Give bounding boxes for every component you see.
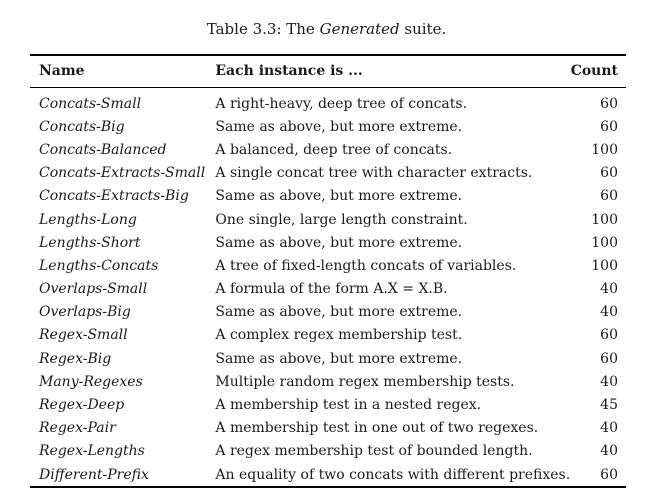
row-name: Regex-Lengths: [39, 443, 145, 460]
row-name: Overlaps-Small: [39, 281, 148, 298]
row-description: A formula of the form A.X = X.B.: [215, 281, 448, 298]
table-row: Concats-Extracts-Small A single concat t…: [30, 162, 626, 185]
row-name: Overlaps-Big: [39, 304, 131, 321]
table-row: Concats-Small A right-heavy, deep tree o…: [30, 87, 626, 115]
row-name: Concats-Balanced: [39, 141, 167, 158]
row-name: Concats-Big: [39, 118, 125, 135]
row-count: 45: [600, 397, 618, 414]
row-name: Regex-Pair: [39, 420, 116, 437]
row-name: Different-Prefix: [39, 466, 149, 483]
row-description: Same as above, but more extreme.: [215, 118, 463, 135]
row-name: Regex-Big: [39, 350, 112, 367]
table-row: Regex-Lengths A regex membership test of…: [30, 440, 626, 463]
table-row: Concats-Big Same as above, but more extr…: [30, 115, 626, 138]
row-count: 40: [600, 281, 618, 298]
top-rule: [30, 54, 626, 56]
header-count: Count: [570, 63, 618, 79]
row-count: 100: [591, 234, 618, 251]
table-row: Regex-Deep A membership test in a nested…: [30, 393, 626, 416]
row-name: Regex-Deep: [39, 397, 125, 414]
table-row: Lengths-Long One single, large length co…: [30, 208, 626, 231]
header-name: Name: [39, 63, 85, 79]
row-name: Regex-Small: [39, 327, 128, 344]
caption-emphasis: Generated: [319, 20, 400, 38]
row-name: Many-Regexes: [39, 373, 143, 390]
row-description: A complex regex membership test.: [215, 327, 463, 344]
row-description: A membership test in one out of two rege…: [215, 420, 539, 437]
row-count: 100: [591, 211, 618, 228]
row-description: A tree of fixed-length concats of variab…: [215, 257, 517, 274]
table-row: Regex-Small A complex regex membership t…: [30, 324, 626, 347]
row-name: Lengths-Concats: [39, 257, 159, 274]
row-description: Same as above, but more extreme.: [215, 234, 463, 251]
header-row: Name Each instance is ... Count: [30, 58, 626, 87]
row-description: An equality of two concats with differen…: [215, 466, 571, 483]
row-count: 60: [600, 327, 618, 344]
table-row: Overlaps-Small A formula of the form A.X…: [30, 278, 626, 301]
row-description: A single concat tree with character extr…: [215, 165, 533, 182]
row-description: One single, large length constraint.: [215, 211, 468, 228]
table-row: Concats-Balanced A balanced, deep tree o…: [30, 138, 626, 161]
row-count: 60: [600, 466, 618, 483]
generated-suite-table: Name Each instance is ... Count Concats-…: [30, 58, 626, 486]
row-description: A regex membership test of bounded lengt…: [215, 443, 533, 460]
row-name: Concats-Small: [39, 95, 142, 112]
row-description: A membership test in a nested regex.: [215, 397, 482, 414]
row-name: Lengths-Short: [39, 234, 141, 251]
row-name: Concats-Extracts-Small: [39, 165, 206, 182]
row-count: 40: [600, 443, 618, 460]
row-count: 60: [600, 95, 618, 112]
header-description: Each instance is ...: [215, 63, 363, 79]
table-row: Different-Prefix An equality of two conc…: [30, 463, 626, 486]
row-count: 40: [600, 304, 618, 321]
row-description: Multiple random regex membership tests.: [215, 373, 515, 390]
table-body: Concats-Small A right-heavy, deep tree o…: [30, 87, 626, 486]
row-description: Same as above, but more extreme.: [215, 304, 463, 321]
row-description: A balanced, deep tree of concats.: [215, 141, 453, 158]
caption-prefix: Table 3.3: The: [206, 20, 320, 38]
table-row: Lengths-Short Same as above, but more ex…: [30, 231, 626, 254]
bottom-rule: [30, 486, 626, 488]
table-caption: Table 3.3: The Generated suite.: [0, 19, 653, 39]
row-count: 60: [600, 118, 618, 135]
table-row: Many-Regexes Multiple random regex membe…: [30, 370, 626, 393]
row-count: 100: [591, 257, 618, 274]
table-header: Name Each instance is ... Count: [30, 58, 626, 87]
row-count: 60: [600, 188, 618, 205]
row-count: 60: [600, 165, 618, 182]
table-row: Overlaps-Big Same as above, but more ext…: [30, 301, 626, 324]
table-row: Lengths-Concats A tree of fixed-length c…: [30, 254, 626, 277]
table-row: Regex-Big Same as above, but more extrem…: [30, 347, 626, 370]
row-count: 40: [600, 420, 618, 437]
header-rule: [30, 87, 626, 88]
row-count: 100: [591, 141, 618, 158]
row-description: Same as above, but more extreme.: [215, 188, 463, 205]
row-description: Same as above, but more extreme.: [215, 350, 463, 367]
caption-suffix: suite.: [399, 20, 447, 38]
table-row: Regex-Pair A membership test in one out …: [30, 417, 626, 440]
row-name: Lengths-Long: [39, 211, 137, 228]
row-description: A right-heavy, deep tree of concats.: [215, 95, 468, 112]
row-count: 40: [600, 373, 618, 390]
table-row: Concats-Extracts-Big Same as above, but …: [30, 185, 626, 208]
row-count: 60: [600, 350, 618, 367]
row-name: Concats-Extracts-Big: [39, 188, 189, 205]
